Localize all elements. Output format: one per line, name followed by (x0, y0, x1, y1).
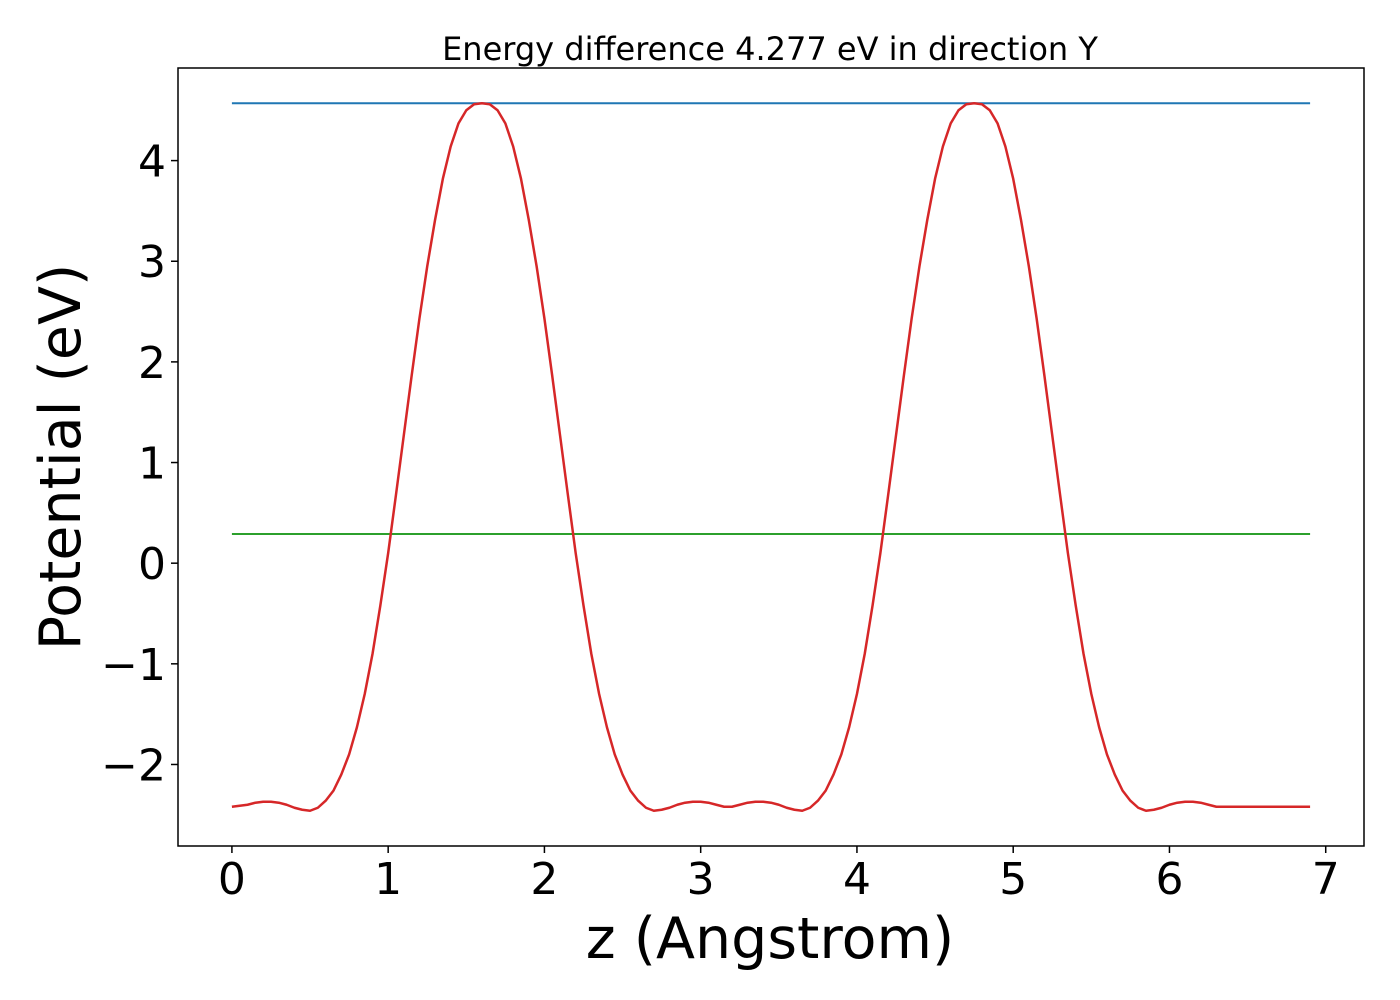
y-tick-label: −1 (101, 640, 166, 691)
x-tick-label: 6 (1155, 854, 1183, 905)
y-tick-label: 1 (138, 439, 166, 490)
x-tick-label: 3 (687, 854, 715, 905)
x-axis-ticks: 0 1 2 3 4 5 6 7 (218, 846, 1340, 905)
y-tick-label: 4 (138, 137, 166, 188)
y-tick-label: 3 (138, 237, 166, 288)
y-tick-label: 2 (138, 338, 166, 389)
y-axis-label: Potential (eV) (28, 264, 94, 650)
x-tick-label: 4 (843, 854, 871, 905)
x-tick-label: 7 (1312, 854, 1340, 905)
y-axis-ticks: −2 −1 0 1 2 3 4 (101, 137, 178, 791)
chart-title: Energy difference 4.277 eV in direction … (442, 30, 1098, 68)
x-tick-label: 5 (999, 854, 1027, 905)
x-axis-label: z (Angstrom) (586, 906, 954, 972)
x-tick-label: 1 (374, 854, 402, 905)
plot-layer (231, 101, 1311, 813)
y-tick-label: 0 (138, 539, 166, 590)
series-line-3 (231, 101, 1311, 813)
plot-frame (177, 67, 1365, 847)
x-tick-label: 0 (218, 854, 246, 905)
y-tick-label: −2 (101, 740, 166, 791)
x-tick-label: 2 (530, 854, 558, 905)
